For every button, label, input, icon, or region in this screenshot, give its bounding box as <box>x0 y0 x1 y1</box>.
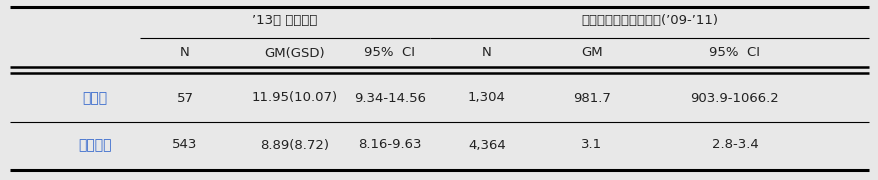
Text: ’13년 여수공단: ’13년 여수공단 <box>252 14 317 26</box>
Text: 흡연자: 흡연자 <box>83 91 107 105</box>
Text: N: N <box>481 46 492 60</box>
Text: 비흡연자: 비흡연자 <box>78 138 112 152</box>
Text: 8.16-9.63: 8.16-9.63 <box>358 138 421 152</box>
Text: 4,364: 4,364 <box>468 138 506 152</box>
Text: 2.8-3.4: 2.8-3.4 <box>711 138 758 152</box>
Text: 95%  CI: 95% CI <box>709 46 759 60</box>
Text: 3.1: 3.1 <box>580 138 602 152</box>
Text: 1,304: 1,304 <box>467 91 506 105</box>
Text: 903.9-1066.2: 903.9-1066.2 <box>690 91 779 105</box>
Text: 543: 543 <box>172 138 198 152</box>
Text: 국민환경보건기초조사(’09-’11): 국민환경보건기초조사(’09-’11) <box>581 14 717 26</box>
Text: 9.34-14.56: 9.34-14.56 <box>354 91 426 105</box>
Text: N: N <box>180 46 190 60</box>
Text: 57: 57 <box>176 91 193 105</box>
Text: 981.7: 981.7 <box>572 91 610 105</box>
Text: 11.95(10.07): 11.95(10.07) <box>252 91 338 105</box>
Text: GM(GSD): GM(GSD) <box>264 46 325 60</box>
Text: 8.89(8.72): 8.89(8.72) <box>260 138 329 152</box>
Text: GM: GM <box>580 46 602 60</box>
Text: 95%  CI: 95% CI <box>364 46 415 60</box>
